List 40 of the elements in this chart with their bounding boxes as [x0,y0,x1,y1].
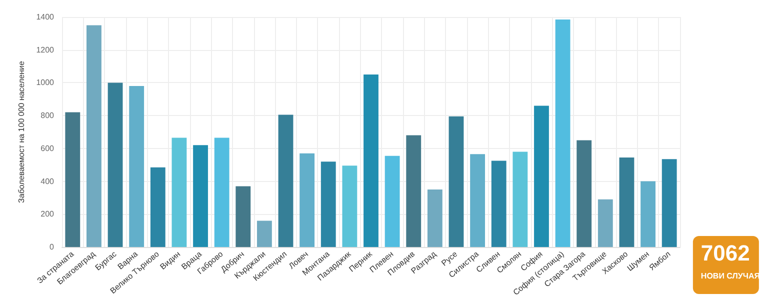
bar [470,154,486,247]
y-tick-label: 600 [40,144,55,153]
text: НОВИ СЛУЧАЯ [700,272,760,280]
bar [278,114,294,247]
bar [65,112,80,247]
bar [619,157,634,247]
bar [576,140,592,247]
bar [491,160,506,247]
bar [150,167,166,247]
y-axis-title: Заболеваемост на 100 000 население [16,60,26,203]
bar [214,138,230,247]
bar [193,145,208,247]
bar [448,116,464,247]
bar [384,156,400,247]
y-tick-label: 1400 [36,12,55,22]
bar [512,152,528,247]
bar [342,166,358,247]
bar [427,190,442,247]
y-tick-label: 1200 [36,45,55,54]
bar [598,199,613,247]
bar [300,153,315,247]
y-tick-label: 800 [40,111,55,120]
y-tick-label: 0 [50,242,55,252]
bar [320,162,336,247]
bar [256,220,272,247]
bar [129,86,144,247]
y-tick-label: 200 [40,210,55,219]
bar [172,138,187,247]
y-tick-label: 400 [40,176,55,186]
text: 7062 [700,240,750,266]
bar [86,25,102,247]
bar [364,74,378,247]
bar [640,181,656,247]
bar [406,135,422,247]
bar [108,82,123,247]
y-tick-label: 1000 [36,78,55,88]
bar [534,106,549,247]
bar [236,186,251,247]
bar [555,19,570,247]
bar [662,159,677,247]
